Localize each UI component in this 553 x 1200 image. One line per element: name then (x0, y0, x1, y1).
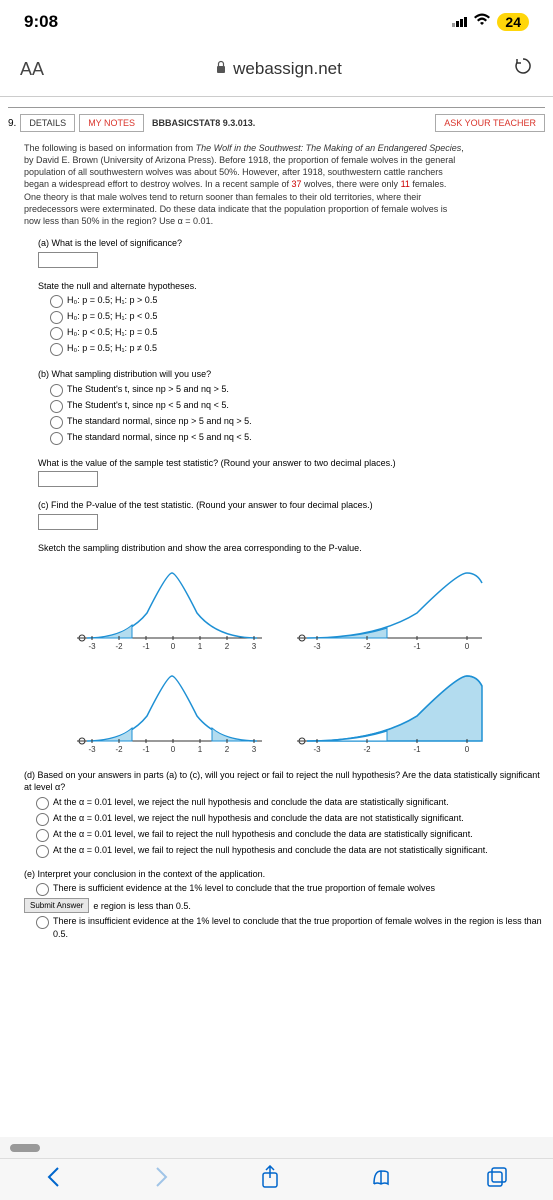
scrollbar-thumb[interactable] (10, 1144, 40, 1152)
url-domain: webassign.net (233, 59, 342, 79)
e-radio-1[interactable] (36, 883, 49, 896)
hyp-radio-2[interactable] (50, 311, 63, 324)
svg-text:-2: -2 (363, 745, 371, 754)
svg-text:2: 2 (224, 745, 229, 754)
part-e: (e) Interpret your conclusion in the con… (8, 868, 545, 941)
test-stat-block: What is the value of the sample test sta… (8, 457, 545, 488)
content-area: 9. DETAILS MY NOTES BBBASICSTAT8 9.3.013… (0, 97, 553, 1137)
svg-text:-1: -1 (142, 642, 150, 651)
d-radio-3[interactable] (36, 829, 49, 842)
part-d: (d) Based on your answers in parts (a) t… (8, 769, 545, 858)
part-a: (a) What is the level of significance? (8, 237, 545, 268)
submit-answer-button[interactable]: Submit Answer (24, 898, 89, 913)
test-stat-label: What is the value of the sample test sta… (38, 457, 545, 470)
tabs-button[interactable] (486, 1166, 508, 1194)
share-button[interactable] (260, 1165, 280, 1195)
state-label: State the null and alternate hypotheses. (38, 280, 545, 293)
dist-radio-1[interactable] (50, 384, 63, 397)
status-bar: 9:08 24 (0, 0, 553, 42)
url-center[interactable]: webassign.net (215, 59, 342, 79)
question-header: 9. DETAILS MY NOTES BBBASICSTAT8 9.3.013… (8, 114, 545, 132)
d-radio-1[interactable] (36, 797, 49, 810)
svg-text:-2: -2 (363, 642, 371, 651)
e-radio-2[interactable] (36, 916, 49, 929)
svg-text:2: 2 (224, 642, 229, 651)
part-b: (b) What sampling distribution will you … (8, 368, 545, 445)
part-e-label: (e) Interpret your conclusion in the con… (24, 868, 545, 881)
d-radio-2[interactable] (36, 813, 49, 826)
text-size-button[interactable]: AA (20, 59, 44, 80)
svg-text:-1: -1 (413, 642, 421, 651)
svg-text:0: 0 (464, 745, 469, 754)
svg-text:-2: -2 (115, 642, 123, 651)
hyp-radio-4[interactable] (50, 343, 63, 356)
dist-radio-2[interactable] (50, 400, 63, 413)
bottom-nav (0, 1158, 553, 1200)
part-a-label: (a) What is the level of significance? (38, 237, 545, 250)
ask-teacher-button[interactable]: ASK YOUR TEACHER (435, 114, 545, 132)
graph-1[interactable]: -3 -2 -1 0 1 2 3 (67, 563, 267, 658)
status-right: 24 (452, 12, 529, 32)
svg-text:0: 0 (170, 745, 175, 754)
question-number: 9. (8, 118, 16, 129)
svg-text:-1: -1 (413, 745, 421, 754)
wifi-icon (473, 12, 491, 32)
pvalue-input[interactable] (38, 514, 98, 530)
svg-text:0: 0 (170, 642, 175, 651)
hyp-radio-3[interactable] (50, 327, 63, 340)
svg-text:-3: -3 (88, 642, 96, 651)
significance-input[interactable] (38, 252, 98, 268)
lock-icon (215, 59, 227, 79)
test-stat-input[interactable] (38, 471, 98, 487)
hyp-radio-1[interactable] (50, 295, 63, 308)
dist-radio-3[interactable] (50, 416, 63, 429)
divider (8, 107, 545, 108)
url-bar: AA webassign.net (0, 42, 553, 97)
part-d-label: (d) Based on your answers in parts (a) t… (24, 769, 545, 794)
forward-button[interactable] (153, 1166, 169, 1194)
my-notes-button[interactable]: MY NOTES (79, 114, 144, 132)
svg-text:0: 0 (464, 642, 469, 651)
bookmarks-button[interactable] (371, 1167, 395, 1193)
details-button[interactable]: DETAILS (20, 114, 75, 132)
sketch-label: Sketch the sampling distribution and sho… (38, 542, 545, 555)
graph-row-1: -3 -2 -1 0 1 2 3 -3 -2 -1 0 (8, 563, 545, 658)
hypotheses-block: State the null and alternate hypotheses.… (8, 280, 545, 357)
svg-text:3: 3 (251, 745, 256, 754)
graph-row-2: -3 -2 -1 0 1 2 3 -3 -2 -1 0 (8, 666, 545, 761)
signal-icon (452, 17, 467, 27)
sketch-block: Sketch the sampling distribution and sho… (8, 542, 545, 555)
refresh-button[interactable] (513, 56, 533, 82)
graph-2[interactable]: -3 -2 -1 0 (287, 563, 487, 658)
question-code: BBBASICSTAT8 9.3.013. (148, 118, 431, 128)
svg-text:-3: -3 (88, 745, 96, 754)
svg-text:-2: -2 (115, 745, 123, 754)
part-c: (c) Find the P-value of the test statist… (8, 499, 545, 530)
question-intro: The following is based on information fr… (8, 138, 545, 233)
svg-text:3: 3 (251, 642, 256, 651)
battery-badge: 24 (497, 13, 529, 31)
back-button[interactable] (46, 1166, 62, 1194)
d-radio-4[interactable] (36, 845, 49, 858)
svg-text:1: 1 (197, 642, 202, 651)
svg-text:1: 1 (197, 745, 202, 754)
time: 9:08 (24, 12, 58, 32)
svg-text:-3: -3 (313, 745, 321, 754)
svg-text:-1: -1 (142, 745, 150, 754)
dist-radio-4[interactable] (50, 432, 63, 445)
part-b-label: (b) What sampling distribution will you … (38, 368, 545, 381)
graph-3[interactable]: -3 -2 -1 0 1 2 3 (67, 666, 267, 761)
svg-text:-3: -3 (313, 642, 321, 651)
part-c-label: (c) Find the P-value of the test statist… (38, 499, 545, 512)
graph-4[interactable]: -3 -2 -1 0 (287, 666, 487, 761)
